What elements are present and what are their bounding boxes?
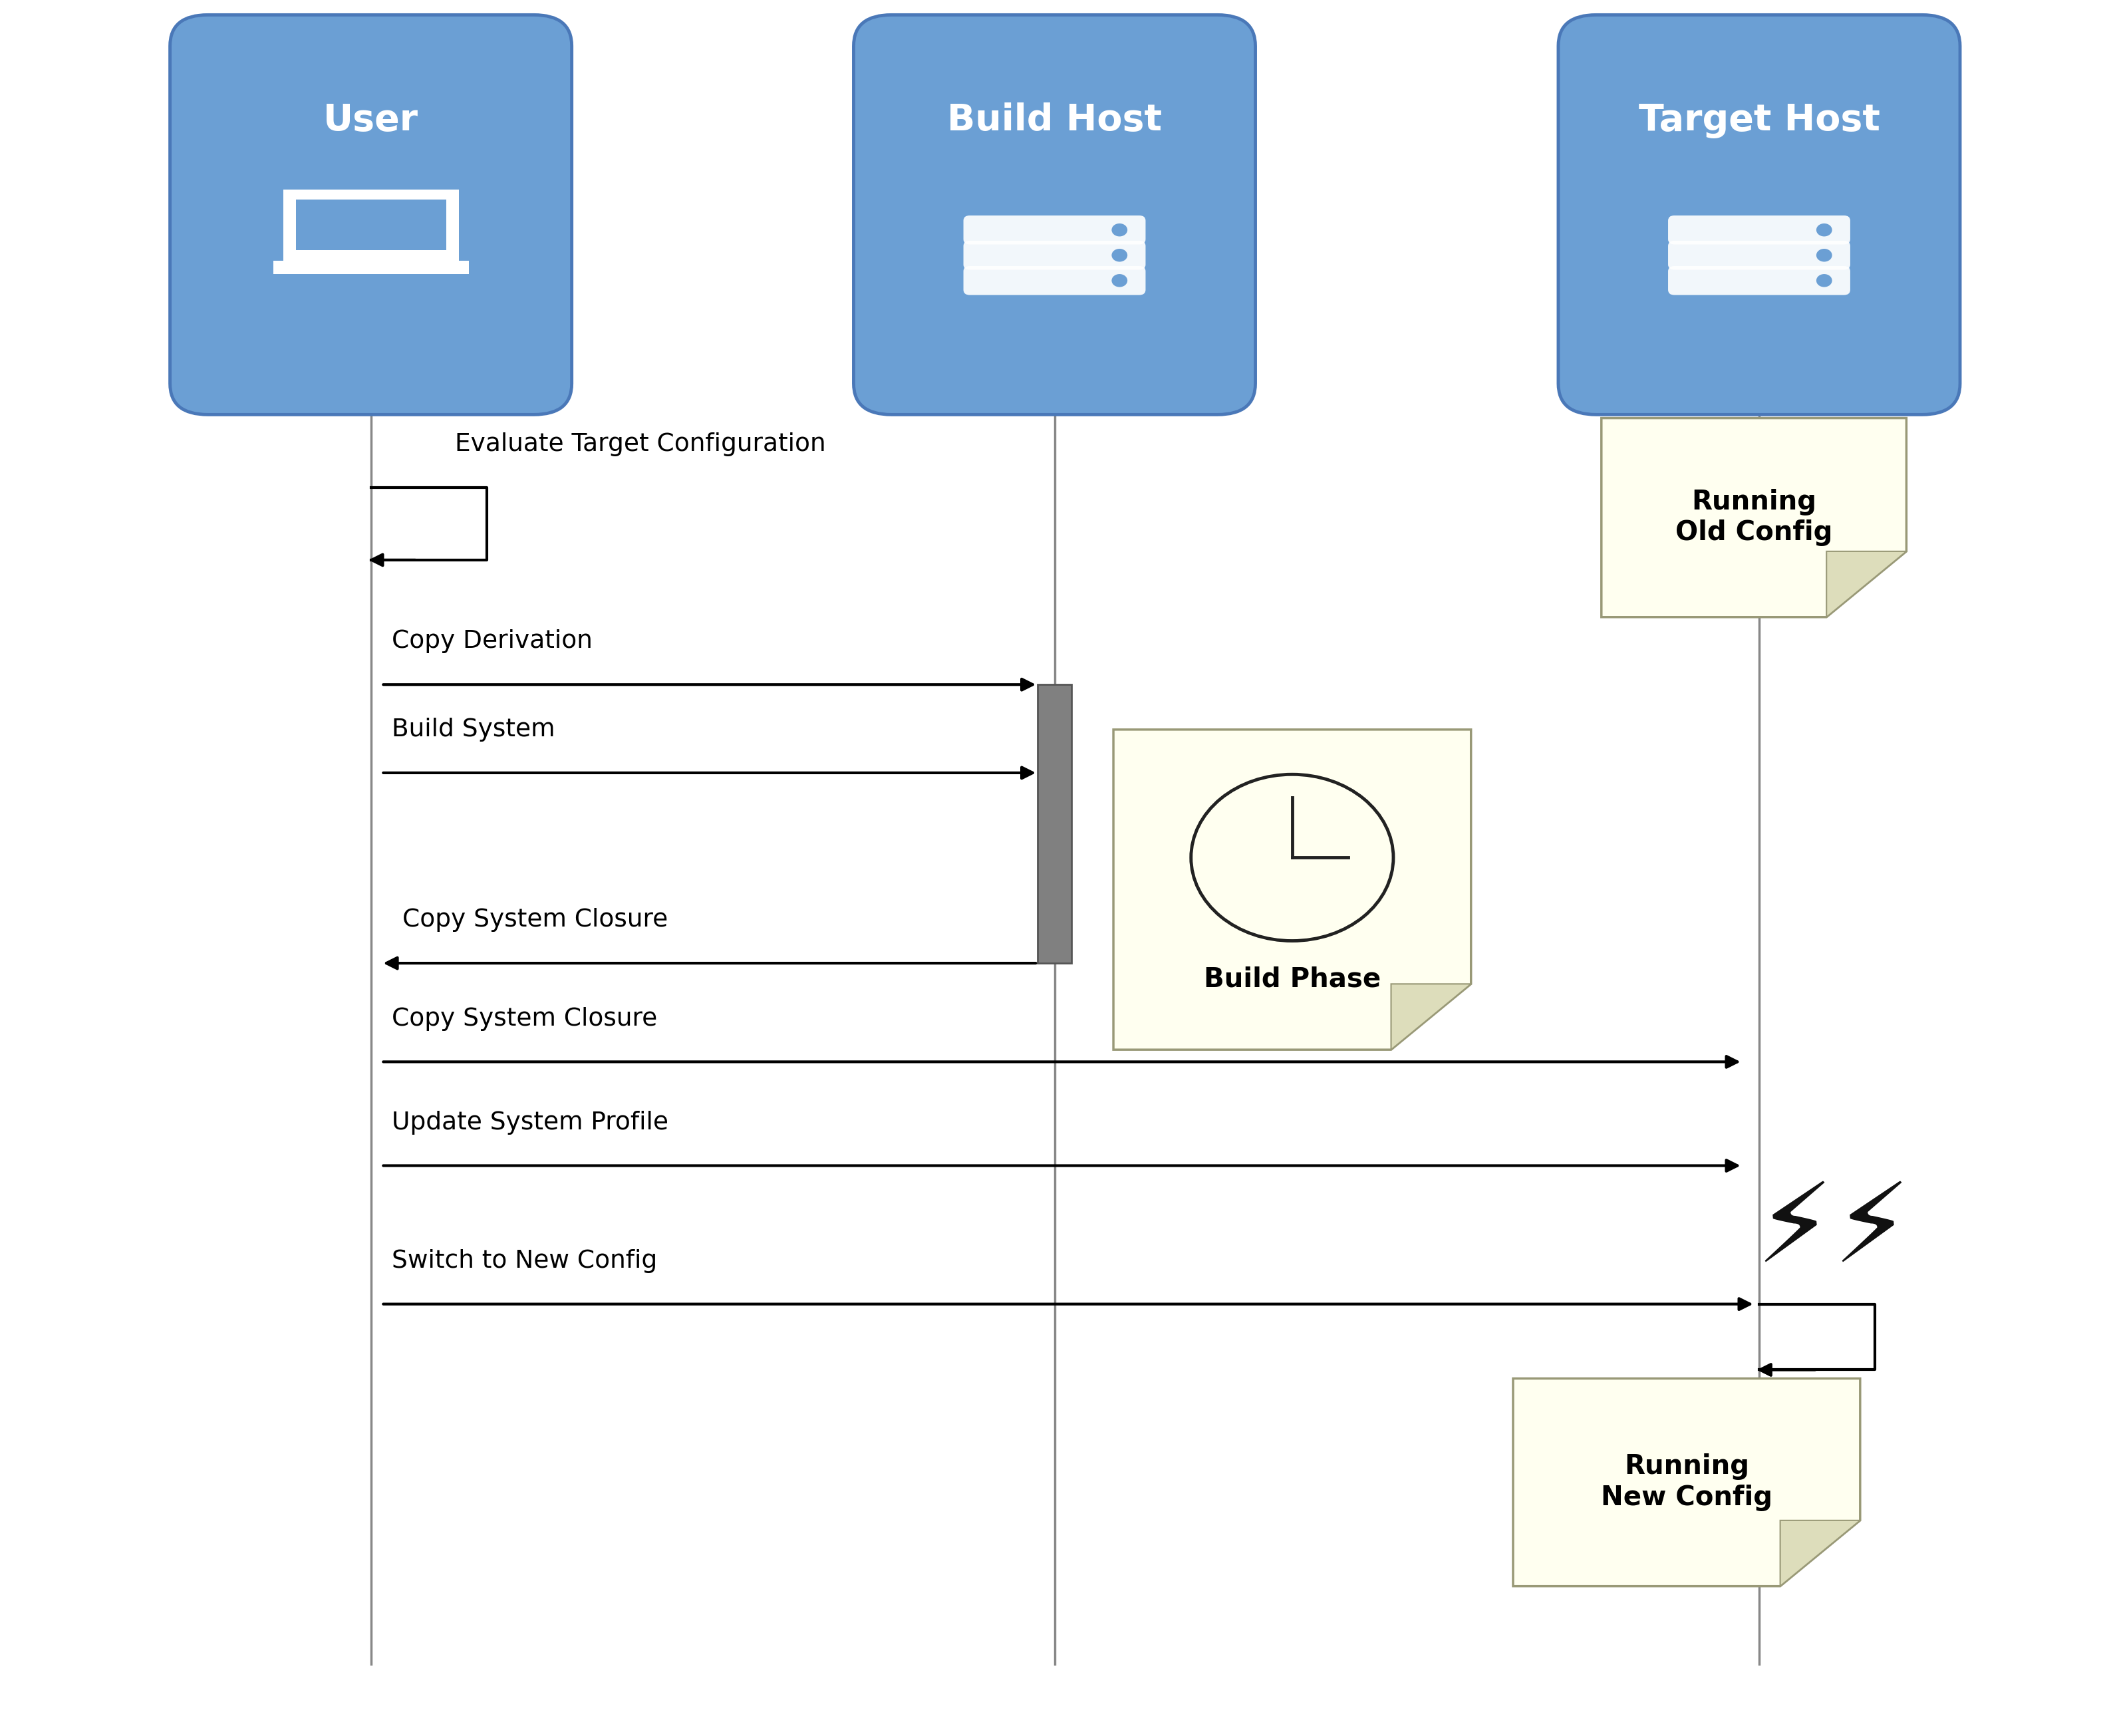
FancyBboxPatch shape — [1668, 215, 1850, 245]
Circle shape — [1111, 224, 1128, 236]
Polygon shape — [1512, 1378, 1860, 1587]
FancyBboxPatch shape — [1559, 16, 1959, 415]
FancyBboxPatch shape — [854, 16, 1255, 415]
Text: Update System Profile: Update System Profile — [392, 1111, 669, 1135]
Circle shape — [1816, 274, 1833, 286]
Text: Build Host: Build Host — [947, 102, 1162, 139]
Bar — [272, 260, 468, 274]
Text: User: User — [323, 102, 418, 139]
Text: Copy System Closure: Copy System Closure — [392, 1007, 658, 1031]
Text: Running
Old Config: Running Old Config — [1675, 490, 1833, 547]
Circle shape — [1111, 248, 1128, 262]
Text: Evaluate Target Configuration: Evaluate Target Configuration — [456, 432, 827, 457]
Text: Build System: Build System — [392, 717, 555, 741]
Text: Copy System Closure: Copy System Closure — [403, 908, 669, 932]
Text: Target Host: Target Host — [1639, 102, 1879, 139]
Circle shape — [1816, 248, 1833, 262]
Circle shape — [1111, 274, 1128, 286]
Bar — [283, 189, 458, 260]
FancyBboxPatch shape — [964, 266, 1145, 295]
Text: ⚡⚡: ⚡⚡ — [1755, 1177, 1911, 1286]
Text: Switch to New Config: Switch to New Config — [392, 1248, 658, 1272]
FancyBboxPatch shape — [1668, 241, 1850, 269]
FancyBboxPatch shape — [1668, 266, 1850, 295]
Polygon shape — [1601, 418, 1907, 616]
Circle shape — [1816, 224, 1833, 236]
Text: Running
New Config: Running New Config — [1601, 1453, 1772, 1510]
FancyBboxPatch shape — [964, 241, 1145, 269]
Polygon shape — [1114, 729, 1470, 1050]
Polygon shape — [1780, 1521, 1860, 1587]
Text: Build Phase: Build Phase — [1204, 965, 1381, 993]
Text: Copy Derivation: Copy Derivation — [392, 630, 593, 653]
Polygon shape — [1392, 984, 1470, 1050]
FancyBboxPatch shape — [964, 215, 1145, 245]
Bar — [295, 200, 447, 250]
Bar — [1038, 684, 1071, 963]
FancyBboxPatch shape — [171, 16, 572, 415]
Polygon shape — [1826, 552, 1907, 616]
